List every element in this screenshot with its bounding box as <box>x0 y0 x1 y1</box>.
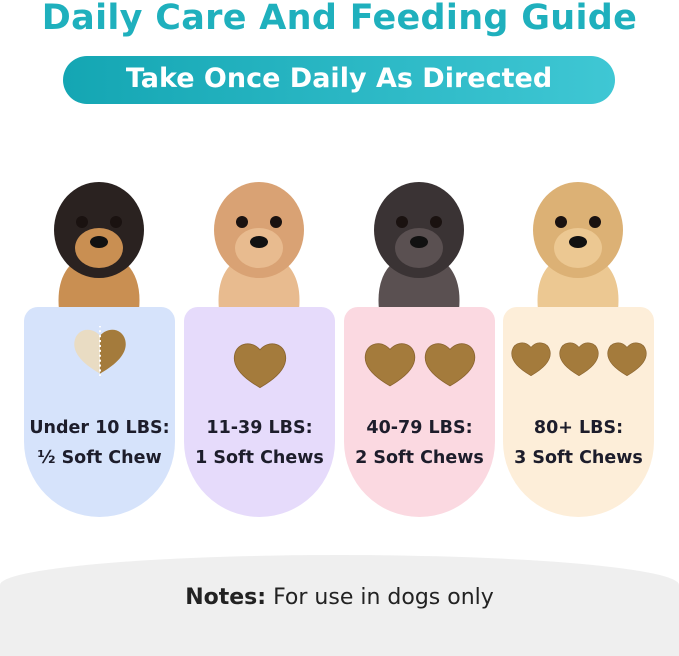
dose-amount: ½ Soft Chew <box>37 448 162 468</box>
dose-amount: 2 Soft Chews <box>355 448 484 468</box>
chew-icons <box>503 340 654 378</box>
notes: Notes: For use in dogs only <box>0 585 679 610</box>
dose-amount: 3 Soft Chews <box>514 448 643 468</box>
notes-text: For use in dogs only <box>273 585 494 610</box>
french-bulldog-image <box>344 150 494 310</box>
chew-icons <box>344 340 495 389</box>
weight-range: 11-39 LBS: <box>206 418 313 438</box>
chew-icon <box>606 342 647 377</box>
chew-icons <box>184 340 335 390</box>
chew-icon <box>364 343 415 387</box>
weight-range: Under 10 LBS: <box>29 418 170 438</box>
notes-band <box>0 555 679 656</box>
dosage-card <box>184 307 335 517</box>
dosage-card <box>344 307 495 517</box>
dosage-label: Under 10 LBS: ½ Soft Chew <box>24 413 175 473</box>
dosage-label: 40-79 LBS: 2 Soft Chews <box>344 413 495 473</box>
dosage-label: 80+ LBS: 3 Soft Chews <box>503 413 654 473</box>
dosage-label: 11-39 LBS: 1 Soft Chews <box>184 413 335 473</box>
weight-range: 80+ LBS: <box>533 418 624 438</box>
half-chew-icon <box>73 326 126 377</box>
weight-range: 40-79 LBS: <box>366 418 473 438</box>
chew-icons <box>24 326 175 377</box>
chihuahua-image <box>24 150 174 310</box>
chew-icon <box>558 342 599 377</box>
chew-icon <box>424 343 475 387</box>
chew-icon <box>233 343 286 389</box>
subtitle-banner: Take Once Daily As Directed <box>63 56 615 104</box>
golden-retriever-image <box>503 150 653 310</box>
dosage-card <box>503 307 654 517</box>
dose-amount: 1 Soft Chews <box>195 448 324 468</box>
poodle-image <box>184 150 334 310</box>
notes-label: Notes: <box>185 585 267 610</box>
page-title: Daily Care And Feeding Guide <box>41 0 638 38</box>
chew-icon <box>510 342 551 377</box>
